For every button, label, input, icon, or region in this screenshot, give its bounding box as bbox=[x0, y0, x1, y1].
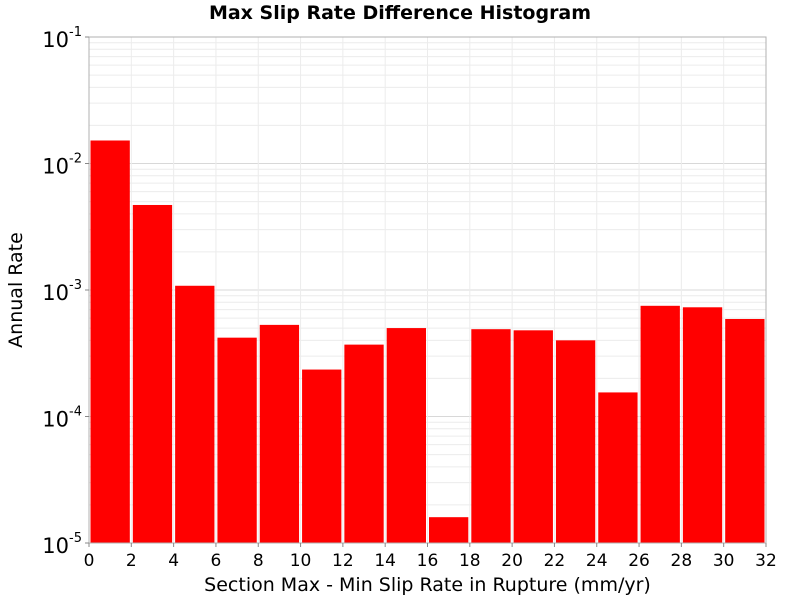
x-tick-label: 14 bbox=[374, 551, 396, 571]
y-tick-label: 10-2 bbox=[42, 152, 82, 179]
histogram-bar bbox=[513, 330, 553, 543]
x-tick-label: 32 bbox=[755, 551, 777, 571]
x-tick-label: 26 bbox=[628, 551, 650, 571]
histogram-bar bbox=[471, 329, 511, 543]
x-tick-label: 22 bbox=[544, 551, 566, 571]
histogram-bar bbox=[344, 344, 384, 543]
y-axis-ticks: 10-5 10-4 10-3 10-2 10-1 bbox=[42, 25, 89, 558]
x-tick-label: 18 bbox=[459, 551, 481, 571]
y-axis-label: Annual Rate bbox=[5, 232, 27, 348]
x-tick-label: 6 bbox=[211, 551, 222, 571]
x-tick-label: 10 bbox=[290, 551, 312, 571]
x-axis-ticks: 0 2 4 6 8 10 12 14 16 18 20 22 24 26 28 30 32 bbox=[84, 543, 777, 571]
bars bbox=[90, 140, 765, 544]
y-tick-label: 10-5 bbox=[42, 531, 82, 558]
histogram-bar bbox=[555, 340, 596, 543]
y-tick-label: 10-1 bbox=[42, 25, 82, 52]
histogram-bar bbox=[598, 392, 638, 543]
histogram-bar bbox=[429, 517, 469, 543]
histogram-bar bbox=[682, 307, 723, 543]
histogram-bar bbox=[259, 324, 300, 543]
histogram-bar bbox=[175, 285, 215, 543]
y-tick-label: 10-4 bbox=[42, 405, 82, 432]
x-tick-label: 0 bbox=[84, 551, 95, 571]
histogram-bar bbox=[217, 337, 257, 543]
histogram-bar bbox=[90, 140, 130, 544]
x-tick-label: 30 bbox=[713, 551, 735, 571]
x-tick-label: 20 bbox=[501, 551, 523, 571]
x-tick-label: 2 bbox=[126, 551, 137, 571]
x-tick-label: 28 bbox=[671, 551, 693, 571]
histogram-bar bbox=[132, 204, 173, 543]
x-tick-label: 16 bbox=[417, 551, 439, 571]
chart-title: Max Slip Rate Difference Histogram bbox=[208, 2, 592, 24]
x-axis-label: Section Max - Min Slip Rate in Rupture (… bbox=[204, 574, 651, 596]
histogram-bar bbox=[725, 318, 765, 543]
x-tick-label: 24 bbox=[586, 551, 608, 571]
histogram-bar bbox=[640, 305, 680, 543]
x-tick-label: 8 bbox=[253, 551, 264, 571]
x-tick-label: 12 bbox=[332, 551, 354, 571]
y-tick-label: 10-3 bbox=[42, 278, 82, 305]
histogram-bar bbox=[386, 328, 426, 543]
histogram-bar bbox=[302, 369, 342, 543]
x-tick-label: 4 bbox=[168, 551, 179, 571]
